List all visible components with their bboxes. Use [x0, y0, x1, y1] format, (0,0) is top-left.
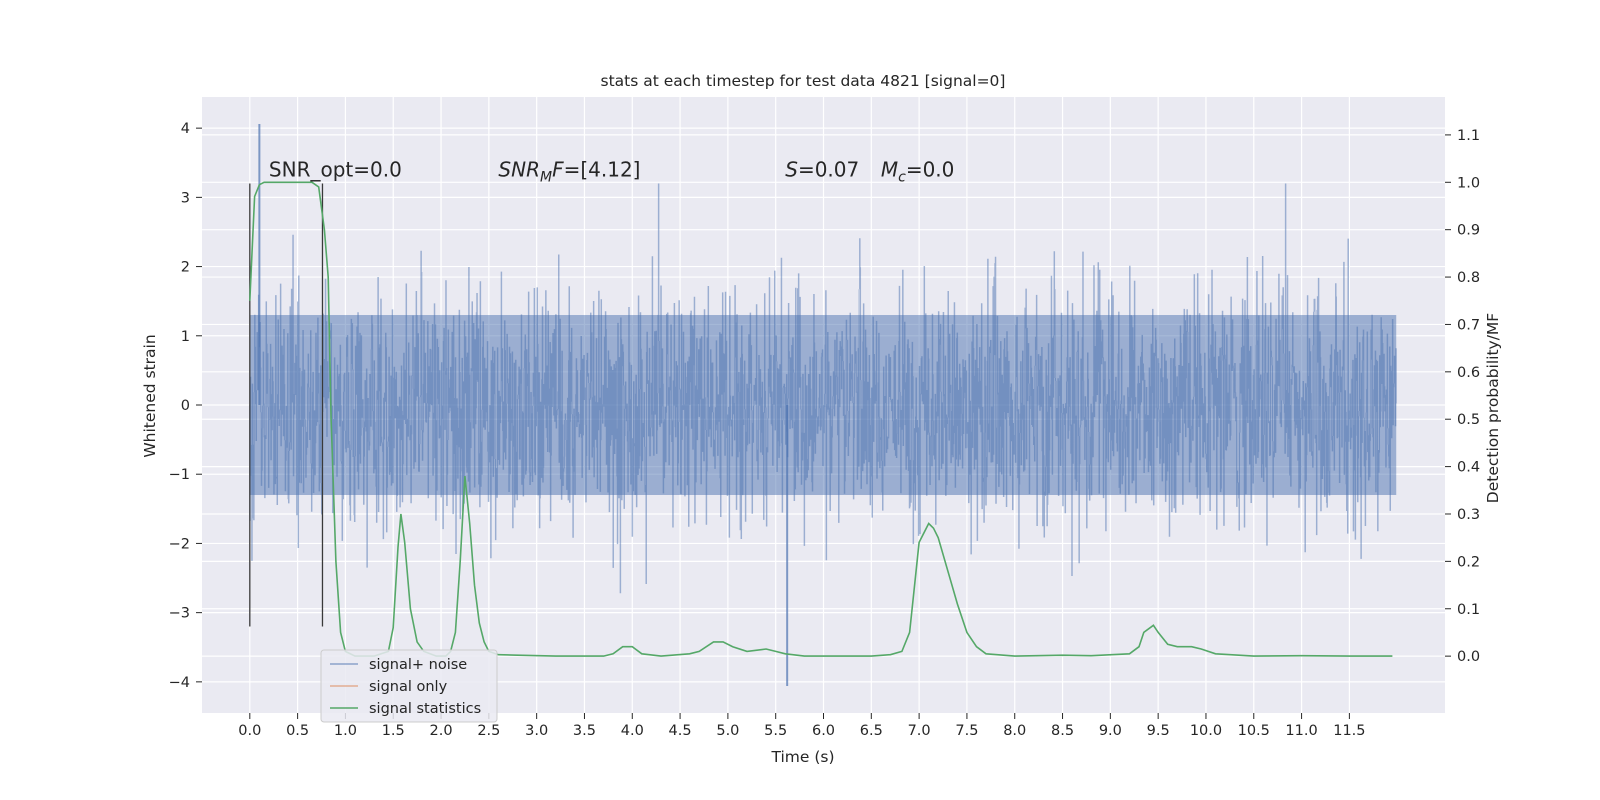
y-right-tick-label: 0.5	[1457, 412, 1480, 428]
legend-label: signal statistics	[369, 701, 481, 717]
annotation-text: Mc=0.0	[881, 158, 955, 186]
y-right-tick-label: 1.1	[1457, 128, 1480, 144]
x-tick-label: 5.0	[716, 723, 739, 739]
y-right-tick-label: 1.0	[1457, 175, 1480, 191]
legend: signal+ noise signal only signal statistic…	[320, 649, 498, 723]
y-left-tick-label: −2	[169, 536, 190, 552]
y-right-tick-label: 0.3	[1457, 507, 1480, 523]
x-tick-label: 3.0	[525, 723, 548, 739]
x-tick-label: 10.5	[1238, 723, 1270, 739]
y-left-tick-label: −4	[169, 675, 190, 691]
x-tick-label: 1.0	[334, 723, 357, 739]
legend-box	[320, 649, 498, 723]
x-tick-label: 8.0	[1003, 723, 1026, 739]
annotations: SNR_opt=0.0 SNRMF=[4.12] S=0.07 Mc=0.0	[269, 158, 954, 186]
x-tick-label: 4.0	[621, 723, 644, 739]
x-tick-label: 7.0	[908, 723, 931, 739]
y-left-tick-label: 0	[181, 398, 190, 414]
x-tick-label: 0.5	[286, 723, 309, 739]
x-tick-label: 9.0	[1099, 723, 1122, 739]
x-tick-label: 3.5	[573, 723, 596, 739]
annotation-text: S=0.07	[785, 158, 859, 182]
x-tick-label: 11.0	[1285, 723, 1317, 739]
legend-label: signal only	[369, 679, 448, 695]
y-left-tick-label: −1	[169, 467, 190, 483]
y-left-tick-label: 2	[181, 260, 190, 276]
y-right-tick-label: 0.4	[1457, 460, 1480, 476]
x-tick-label: 4.5	[669, 723, 692, 739]
annotation-text: SNRMF=[4.12]	[498, 158, 640, 186]
chart-title: stats at each timestep for test data 482…	[601, 72, 1006, 90]
x-tick-label: 2.0	[430, 723, 453, 739]
y-right-tick-label: 0.7	[1457, 317, 1480, 333]
annotation-text: SNR_opt=0.0	[269, 158, 402, 182]
x-axis-ticks: 0.0 0.5 1.0 1.5 2.0 2.5 3.0 3.5 4.0 4.5 5.0 5.5 6.0 6…	[238, 713, 1366, 739]
y-left-axis-label: Whitened strain	[141, 334, 159, 457]
x-tick-label: 8.5	[1051, 723, 1074, 739]
y-right-tick-label: 0.2	[1457, 554, 1480, 570]
x-tick-label: 6.5	[860, 723, 883, 739]
x-tick-label: 10.0	[1190, 723, 1222, 739]
x-tick-label: 5.5	[764, 723, 787, 739]
y-left-tick-label: 1	[181, 329, 190, 345]
x-axis-label: Time (s)	[770, 748, 834, 766]
y-right-axis-label: Detection probability/MF	[1484, 313, 1502, 504]
x-tick-label: 1.5	[382, 723, 405, 739]
x-tick-label: 9.5	[1147, 723, 1170, 739]
y-left-axis-ticks: −4 −3 −2 −1 0 1 2 3 4	[169, 121, 202, 691]
x-tick-label: 2.5	[477, 723, 500, 739]
series-signal-plus-noise	[249, 123, 1397, 687]
y-left-tick-label: 3	[181, 190, 190, 206]
y-right-tick-label: 0.8	[1457, 270, 1480, 286]
y-right-tick-label: 0.0	[1457, 649, 1480, 665]
y-left-tick-label: −3	[169, 606, 190, 622]
x-tick-label: 6.0	[812, 723, 835, 739]
y-left-tick-label: 4	[181, 121, 190, 137]
x-tick-label: 0.0	[238, 723, 261, 739]
x-tick-label: 11.5	[1333, 723, 1365, 739]
y-right-tick-label: 0.6	[1457, 365, 1480, 381]
y-right-tick-label: 0.1	[1457, 602, 1480, 618]
y-right-axis-ticks: 0.0 0.1 0.2 0.3 0.4 0.5 0.6 0.7 0.8 0.9 1.0 1.1	[1445, 128, 1480, 665]
y-right-tick-label: 0.9	[1457, 223, 1480, 239]
vertical-markers	[249, 183, 324, 627]
x-tick-label: 7.5	[955, 723, 978, 739]
legend-label: signal+ noise	[369, 657, 467, 673]
